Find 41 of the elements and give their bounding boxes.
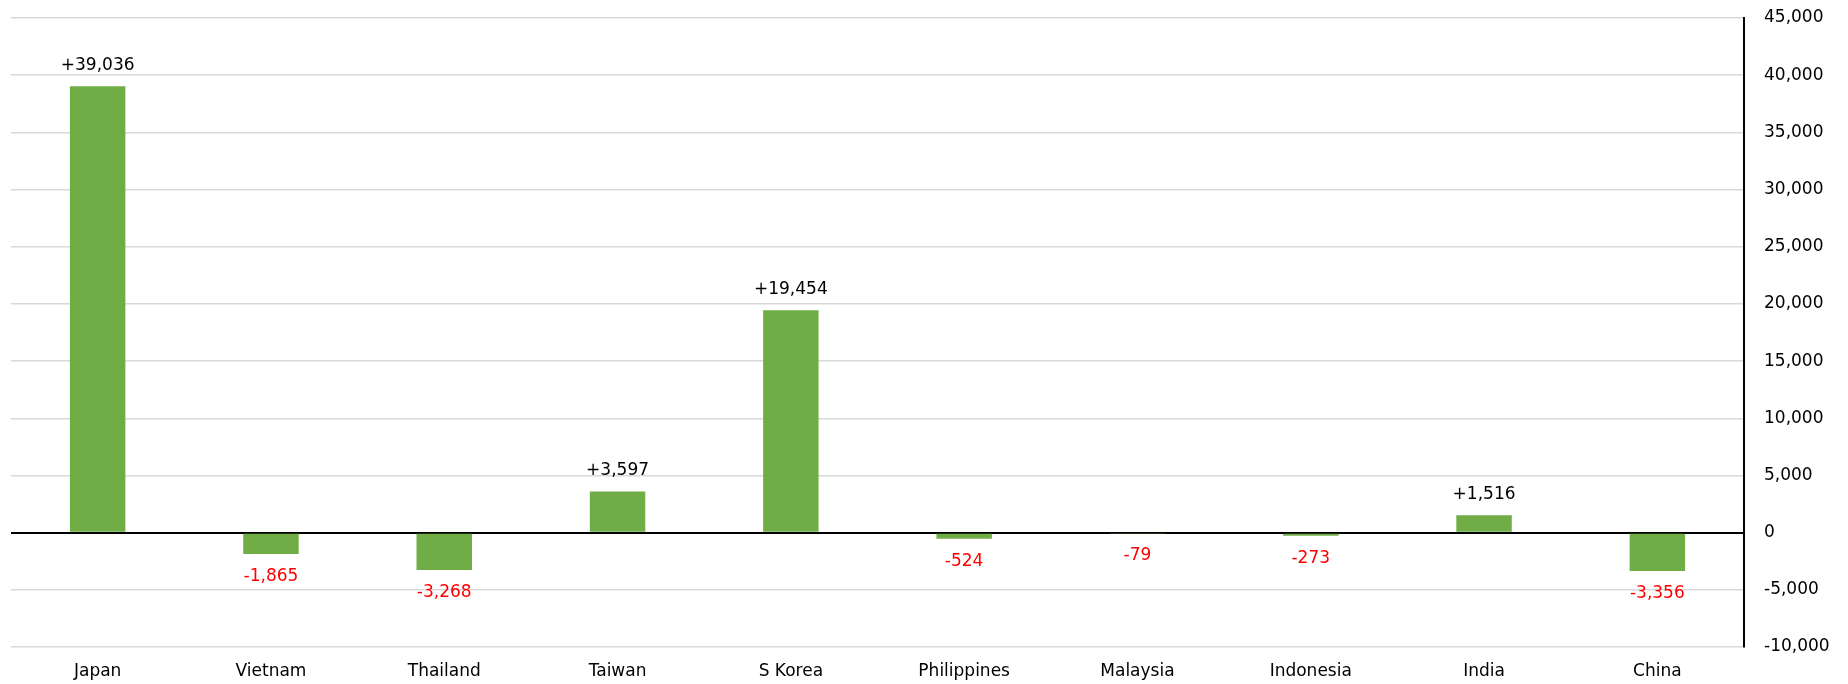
data-label: -273 xyxy=(1291,546,1331,567)
x-tick-label: Philippines xyxy=(918,659,1011,680)
y-tick-label: 20,000 xyxy=(1764,292,1824,313)
data-label: -3,268 xyxy=(416,580,472,601)
y-tick-label: -10,000 xyxy=(1764,635,1830,656)
x-tick-label: Malaysia xyxy=(1100,659,1175,680)
x-tick-label: India xyxy=(1463,659,1505,680)
y-tick-label: 35,000 xyxy=(1764,120,1824,141)
x-tick-label: China xyxy=(1633,659,1682,680)
bar xyxy=(243,533,299,554)
y-tick-label: 5,000 xyxy=(1764,463,1813,484)
bar xyxy=(763,310,819,532)
bar xyxy=(1456,515,1512,532)
bar xyxy=(416,533,472,571)
y-tick-label: 10,000 xyxy=(1764,406,1824,427)
y-tick-label: 30,000 xyxy=(1764,177,1824,198)
data-label: +1,516 xyxy=(1452,483,1516,504)
data-label: +3,597 xyxy=(586,459,650,480)
bar xyxy=(1629,533,1686,572)
x-tick-label: Japan xyxy=(72,659,122,680)
y-tick-label: 40,000 xyxy=(1764,63,1824,84)
data-label: -3,356 xyxy=(1629,581,1685,602)
data-label: +39,036 xyxy=(60,54,135,75)
y-tick-label: 25,000 xyxy=(1764,235,1824,256)
x-tick-label: Taiwan xyxy=(587,659,647,680)
data-label: -524 xyxy=(944,549,984,570)
y-tick-label: 15,000 xyxy=(1764,349,1824,370)
x-tick-label: Indonesia xyxy=(1269,659,1352,680)
x-tick-label: S Korea xyxy=(758,659,824,680)
bar xyxy=(936,533,992,539)
data-label: -79 xyxy=(1123,544,1152,565)
x-tick-label: Thailand xyxy=(406,659,481,680)
y-tick-label: -5,000 xyxy=(1764,578,1819,599)
bar xyxy=(1283,533,1339,536)
bar xyxy=(589,491,646,532)
y-tick-label: 45,000 xyxy=(1764,6,1824,27)
bar xyxy=(69,86,126,532)
y-tick-label: 0 xyxy=(1764,521,1775,542)
x-tick-label: Vietnam xyxy=(235,659,307,680)
data-label: +19,454 xyxy=(753,278,828,299)
data-label: -1,865 xyxy=(243,564,299,585)
